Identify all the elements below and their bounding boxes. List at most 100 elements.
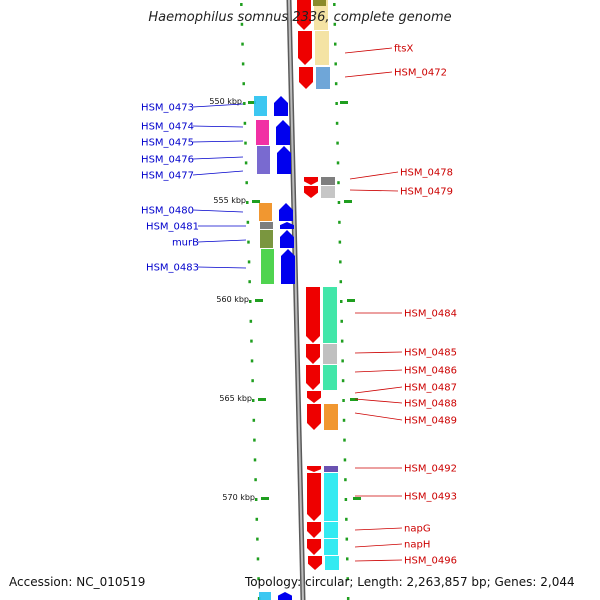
gene-feature-block	[259, 592, 271, 600]
genome-summary: Topology: circular; Length: 2,263,857 bp…	[245, 575, 575, 589]
minus-strand-gene	[307, 539, 321, 555]
tick-dot	[254, 498, 258, 501]
tick-dot	[334, 62, 337, 66]
tick-dot	[337, 181, 340, 185]
tick-dot	[246, 220, 250, 224]
plus-strand-gene	[277, 146, 291, 174]
gene-feature-block	[321, 177, 335, 185]
tick-dot	[250, 359, 254, 363]
tick-dot	[345, 517, 348, 521]
tick-dot	[257, 577, 260, 581]
tick-dot	[346, 557, 349, 561]
tick-dot	[246, 201, 249, 204]
gene-feature-block	[321, 186, 335, 198]
minus-strand-gene	[306, 365, 320, 390]
tick-dot	[256, 557, 260, 561]
minus-strand-gene	[304, 177, 318, 185]
gene-leader-line	[354, 398, 403, 404]
scale-tick	[353, 497, 361, 500]
tick-dot	[241, 62, 245, 66]
gene-feature-block	[254, 96, 267, 116]
minus-strand-gene	[297, 0, 311, 30]
gene-leader-line	[192, 125, 244, 128]
tick-dot	[344, 478, 347, 482]
tick-dot	[252, 418, 256, 422]
gene-label-right: HSM_0489	[404, 416, 457, 427]
gene-leader-line	[192, 103, 244, 108]
tick-dot	[242, 82, 245, 86]
gene-label-right: HSM_0479	[400, 187, 453, 198]
tick-dot	[341, 359, 344, 363]
tick-dot	[341, 379, 345, 383]
gene-label-right: HSM_0487	[404, 383, 457, 394]
gene-label-left: HSM_0476	[141, 155, 194, 166]
gene-label-right: HSM_0484	[404, 309, 457, 320]
gene-label-left: HSM_0475	[141, 138, 194, 149]
tick-dot	[336, 141, 339, 145]
gene-label-right: napH	[404, 540, 430, 551]
gene-label-right: HSM_0496	[404, 556, 457, 567]
gene-label-left: HSM_0474	[141, 122, 194, 133]
plus-strand-gene	[276, 120, 290, 145]
minus-strand-gene	[306, 344, 320, 364]
gene-feature-block	[313, 0, 326, 6]
tick-dot	[338, 240, 342, 244]
gene-leader-line	[192, 156, 244, 160]
tick-dot	[333, 42, 337, 46]
scale-label: 560 kbp	[216, 295, 249, 304]
gene-feature-block	[259, 203, 272, 221]
tick-dot	[333, 3, 336, 6]
tick-dot	[339, 260, 342, 264]
tick-dot	[251, 379, 254, 383]
tick-dot	[244, 141, 247, 145]
gene-feature-block	[314, 0, 328, 30]
scale-tick	[248, 101, 256, 104]
tick-dot	[336, 161, 340, 165]
gene-leader-line	[344, 71, 393, 78]
tick-dot	[253, 458, 257, 462]
tick-dot	[256, 537, 259, 541]
gene-label-left: murB	[172, 238, 199, 249]
tick-dot	[345, 537, 349, 541]
tick-dot	[251, 399, 255, 402]
accession-label: Accession: NC_010519	[9, 575, 146, 589]
scale-tick	[261, 497, 269, 500]
tick-dot	[340, 319, 343, 323]
scale-tick	[255, 299, 263, 302]
gene-feature-block	[323, 344, 337, 364]
scale-tick	[344, 200, 352, 203]
tick-dot	[240, 3, 243, 6]
minus-strand-gene	[307, 391, 321, 403]
plus-strand-gene	[280, 230, 294, 248]
scale-label: 550 kbp	[209, 97, 242, 106]
minus-strand-gene	[306, 287, 320, 343]
tick-dot	[338, 220, 341, 224]
scale-tick	[350, 398, 358, 401]
tick-dot	[344, 498, 348, 501]
tick-dot	[247, 240, 250, 244]
gene-feature-block	[260, 222, 273, 229]
map-title: Haemophilus somnus 2336, complete genome	[148, 10, 452, 25]
gene-label-right: HSM_0492	[404, 464, 457, 475]
scale-tick	[347, 299, 355, 302]
tick-dot	[240, 22, 244, 26]
gene-leader-line	[354, 412, 403, 421]
plus-strand-gene	[274, 96, 288, 116]
tick-dot	[339, 280, 343, 284]
minus-strand-gene	[307, 522, 321, 538]
gene-feature-block	[315, 31, 329, 65]
tick-dot	[254, 478, 257, 482]
gene-feature-block	[316, 67, 330, 89]
scale-label: 565 kbp	[219, 394, 252, 403]
scale-tick	[340, 101, 348, 104]
gene-leader-line	[354, 527, 403, 531]
sequence-axis-highlight	[288, 0, 304, 600]
gene-label-left: HSM_0481	[146, 222, 199, 233]
scale-label: 570 kbp	[222, 493, 255, 502]
gene-leader-line	[354, 386, 403, 394]
minus-strand-gene	[307, 466, 321, 472]
gene-feature-block	[256, 120, 269, 145]
tick-dot	[335, 121, 339, 125]
tick-dot	[337, 201, 341, 204]
